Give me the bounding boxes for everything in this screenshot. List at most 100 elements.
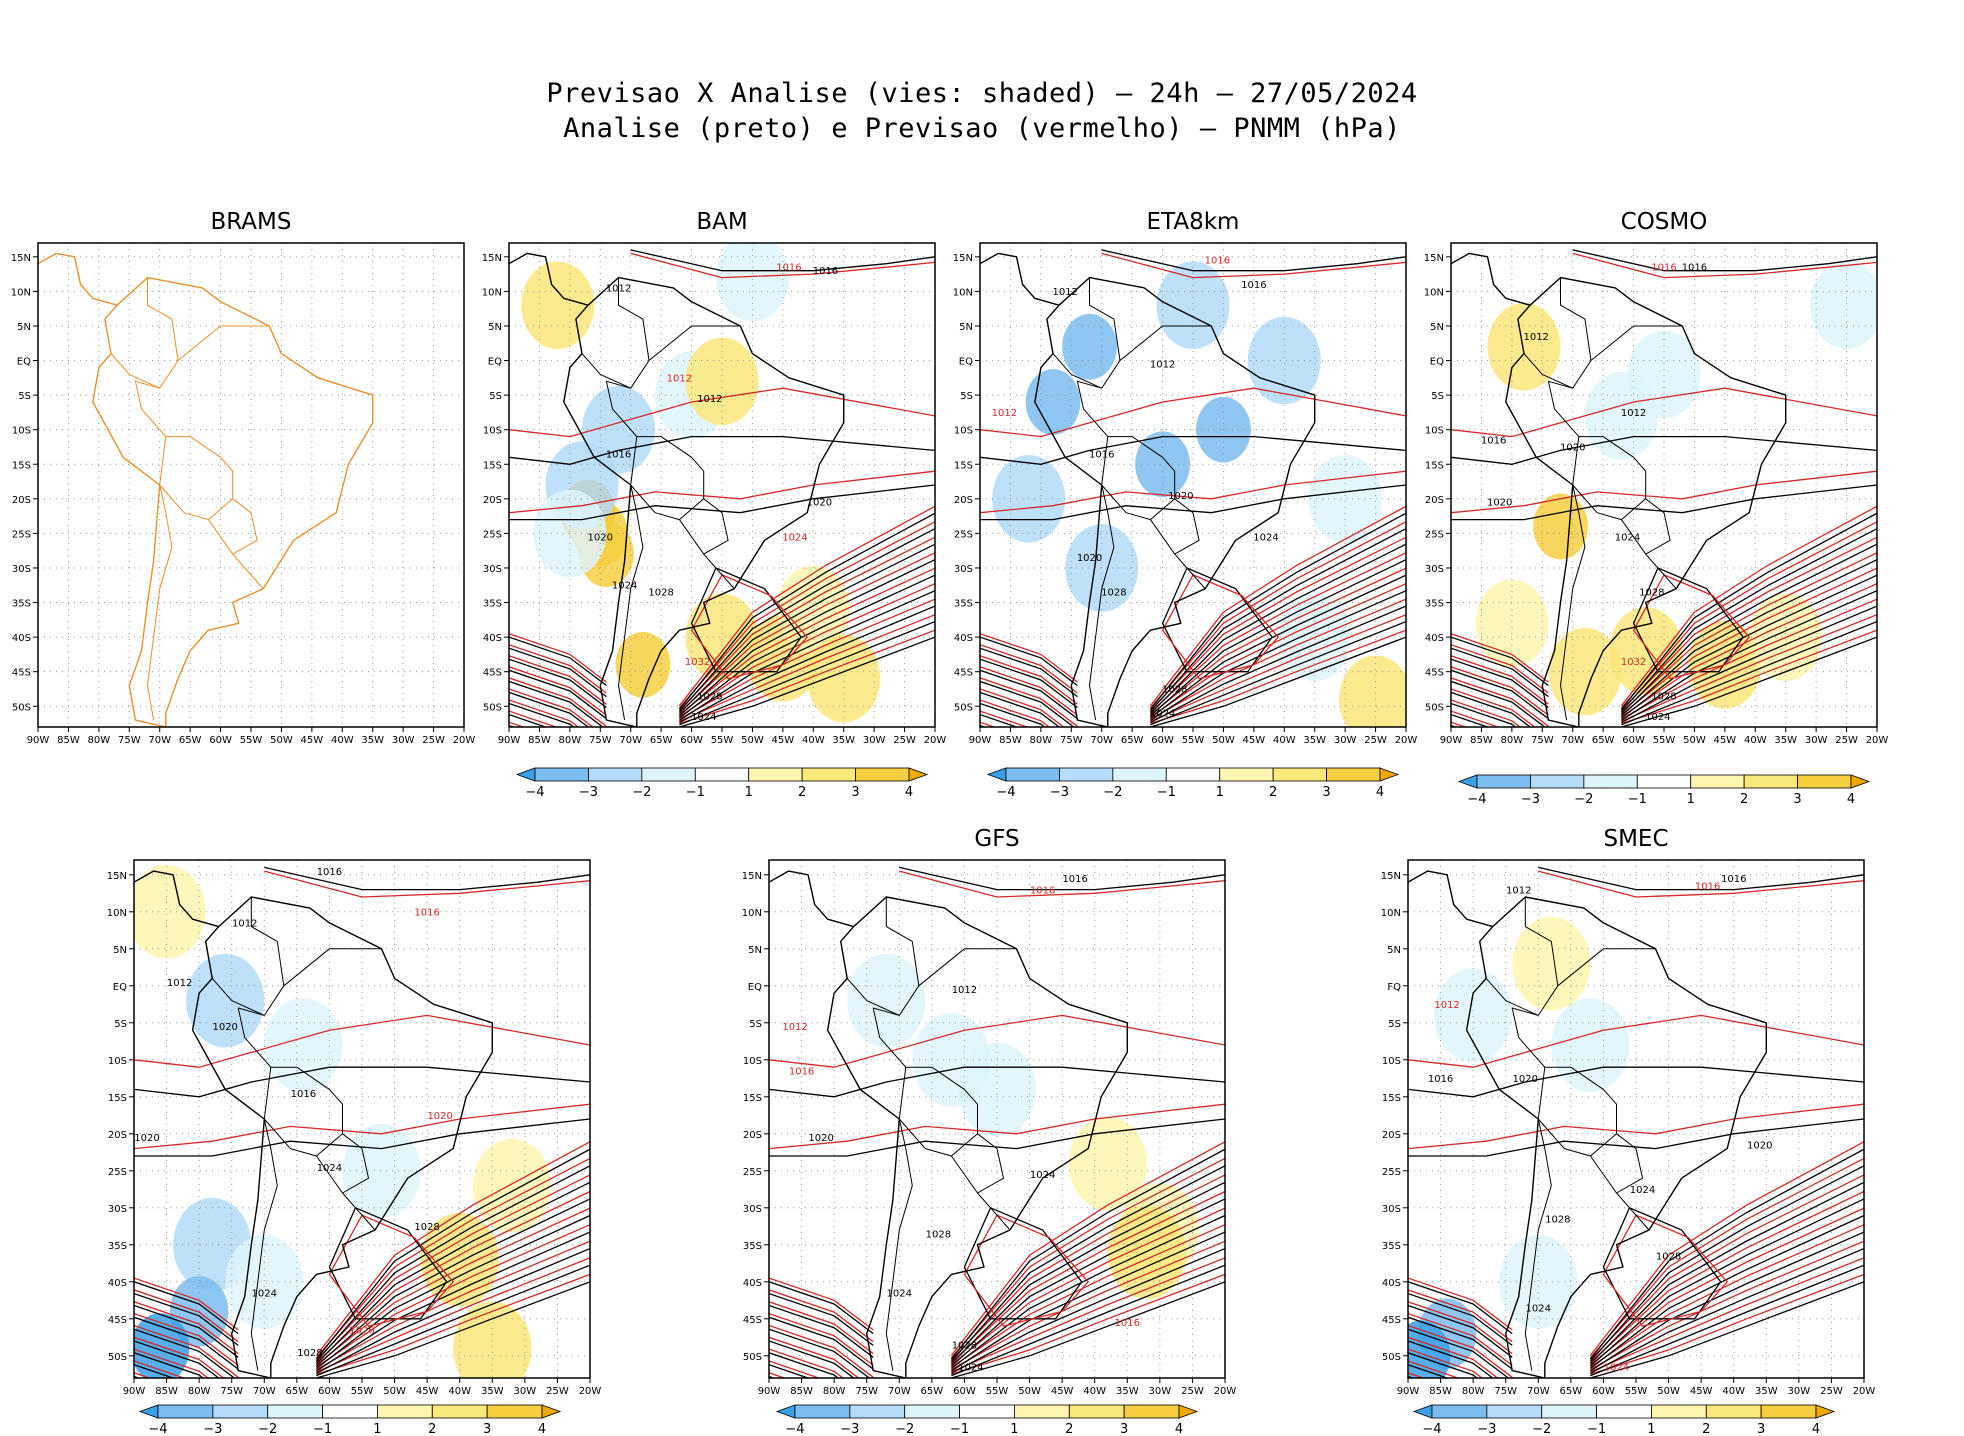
panel-untitled: 1016 1016 1012 1012 1020 1016 1020 1020 1024 1028… [107, 859, 601, 1397]
y-tick-label: 20S [12, 495, 31, 506]
x-tick-label: 20W [1866, 735, 1889, 746]
analysis-isobar [980, 691, 1061, 727]
colorbar-segment [1326, 767, 1381, 782]
panel-title: GFS [974, 826, 1020, 852]
analysis-isobar [1620, 528, 1877, 712]
coastline [1034, 276, 1316, 727]
y-tick-label: 40S [483, 633, 502, 644]
forecast-isobar [315, 1141, 590, 1356]
forecast-isobar [769, 1336, 860, 1378]
contour-label: 1016 [1205, 256, 1230, 267]
forecast-isobar [951, 1273, 1225, 1375]
analysis-isobar [134, 1118, 590, 1157]
analysis-isobar [951, 1264, 1225, 1377]
analysis-isobar [1589, 1148, 1864, 1360]
analysis-isobar [134, 1292, 239, 1346]
contour-label: 1024 [1030, 1170, 1055, 1181]
x-tick-label: 25W [1820, 1386, 1843, 1397]
analysis-isobar [134, 1316, 239, 1370]
analysis-isobar [769, 1328, 871, 1378]
y-tick-label: 35S [108, 1241, 127, 1252]
country-border [605, 325, 741, 437]
contour-label: 1016 [1481, 436, 1506, 447]
contour-label: 1024 [691, 712, 716, 723]
forecast-isobar [1150, 629, 1406, 725]
forecast-isobar [1408, 1336, 1499, 1378]
x-tick-label: 40W [1744, 735, 1767, 746]
colorbar-segment [1068, 1404, 1125, 1419]
contour-label: 1024 [1604, 1363, 1629, 1374]
analysis-isobar [1621, 620, 1877, 726]
y-tick-label: EQ [1430, 357, 1444, 368]
contour-label: 1024 [1645, 712, 1670, 723]
x-tick-label: 30W [392, 735, 415, 746]
x-tick-label: 85W [1470, 735, 1493, 746]
grid [38, 243, 464, 727]
y-tick-label: 10S [1382, 1056, 1401, 1067]
forecast-isobar [134, 1103, 590, 1150]
bias-cell [472, 1138, 551, 1233]
forecast-isobar [1149, 552, 1406, 713]
bias-cell [186, 953, 265, 1048]
bias-cell [1068, 1116, 1147, 1211]
forecast-isobar [1408, 1301, 1513, 1355]
forecast-isobar [1408, 1312, 1513, 1366]
x-tick-label: 55W [351, 1386, 374, 1397]
y-tick-label: 35S [743, 1241, 762, 1252]
contour-label: 1012 [1621, 408, 1646, 419]
x-tick-label: 25W [1181, 1386, 1204, 1397]
analysis-isobar [509, 702, 575, 727]
forecast-isobar [1589, 1141, 1864, 1356]
x-tick-label: 40W [331, 735, 354, 746]
y-tick-label: 15S [12, 460, 31, 471]
bias-cell [1156, 261, 1230, 350]
y-tick-label: 10S [483, 426, 502, 437]
x-tick-label: 85W [155, 1386, 178, 1397]
bias-cell [807, 634, 881, 723]
y-tick-label: EQ [488, 357, 502, 368]
analysis-isobar [1538, 866, 1864, 891]
y-tick-label: 25S [108, 1167, 127, 1178]
x-tick-label: 45W [1690, 1386, 1713, 1397]
colorbar-label: 3 [1757, 1422, 1765, 1436]
panel-title: BAM [696, 209, 748, 235]
coastline [563, 276, 845, 727]
country-border [159, 436, 234, 521]
analysis-isobar [509, 647, 607, 698]
bias-cell [1062, 313, 1117, 380]
colorbar-segment [1476, 774, 1531, 789]
contour-label: 1024 [612, 581, 637, 592]
colorbar-label: −4 [996, 785, 1015, 800]
colorbar-label: −3 [203, 1422, 222, 1436]
forecast-isobar [951, 1240, 1225, 1371]
analysis-isobar [1408, 1304, 1513, 1358]
contour-label: 1016 [789, 1067, 814, 1078]
forecast-isobar [1620, 505, 1877, 707]
analysis-isobar [951, 1214, 1225, 1370]
colorbar-segment [1059, 767, 1114, 782]
bias-cell [1499, 1234, 1578, 1329]
bias-cell [615, 631, 671, 698]
forecast-isobar [1590, 1257, 1864, 1373]
colorbar-label: 2 [1740, 792, 1748, 807]
contour-label: 1020 [1513, 1074, 1538, 1085]
y-tick-label: 50S [743, 1352, 762, 1363]
forecast-isobar [509, 710, 558, 727]
analysis-isobar [963, 1207, 1083, 1320]
colorbar-segment [1431, 1404, 1488, 1419]
map-brams: 90W 85W 80W 75W 70W 65W 60W 55W 50W 45W 40W 35W 30W 2… [11, 242, 475, 746]
contour-label: 1012 [1506, 885, 1531, 896]
country-border [630, 436, 705, 521]
contour-label: 1016 [1428, 1074, 1453, 1085]
y-tick-label: 10S [954, 426, 973, 437]
contour-label: 1012 [1052, 287, 1077, 298]
x-tick-label: 90W [27, 735, 50, 746]
y-tick-label: 5S [114, 1019, 127, 1030]
y-tick-label: 40S [12, 633, 31, 644]
forecast-isobar [679, 583, 935, 718]
colorbar-segment [486, 1404, 543, 1419]
x-tick-label: 25W [1835, 735, 1858, 746]
contour-label: 1016 [813, 266, 838, 277]
analysis-isobar [509, 484, 935, 521]
forecast-isobar [316, 1257, 590, 1373]
